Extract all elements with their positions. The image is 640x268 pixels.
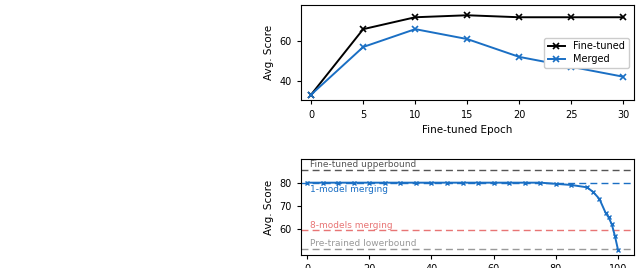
Fine-tuned [307, 93, 315, 96]
Fine-tuned [463, 14, 471, 17]
Merged [515, 55, 523, 58]
Fine-tuned [412, 16, 419, 19]
X-axis label: Fine-tuned Epoch: Fine-tuned Epoch [422, 125, 513, 135]
Merged [568, 65, 575, 68]
Line: Merged: Merged [308, 26, 627, 98]
Y-axis label: Avg. Score: Avg. Score [264, 180, 274, 234]
Fine-tuned [568, 16, 575, 19]
Text: 8-models merging: 8-models merging [310, 221, 393, 229]
Text: Pre-trained lowerbound: Pre-trained lowerbound [310, 239, 417, 248]
Text: 1-model merging: 1-model merging [310, 185, 388, 193]
Merged [463, 38, 471, 41]
Merged [359, 45, 367, 49]
Merged [307, 93, 315, 96]
Text: Fine-tuned upperbound: Fine-tuned upperbound [310, 160, 417, 169]
Y-axis label: Avg. Score: Avg. Score [264, 25, 274, 80]
Merged [412, 28, 419, 31]
Legend: Fine-tuned, Merged: Fine-tuned, Merged [544, 38, 628, 68]
Fine-tuned [620, 16, 627, 19]
Line: Fine-tuned: Fine-tuned [308, 12, 627, 98]
Fine-tuned [359, 28, 367, 31]
Fine-tuned [515, 16, 523, 19]
Merged [620, 75, 627, 78]
